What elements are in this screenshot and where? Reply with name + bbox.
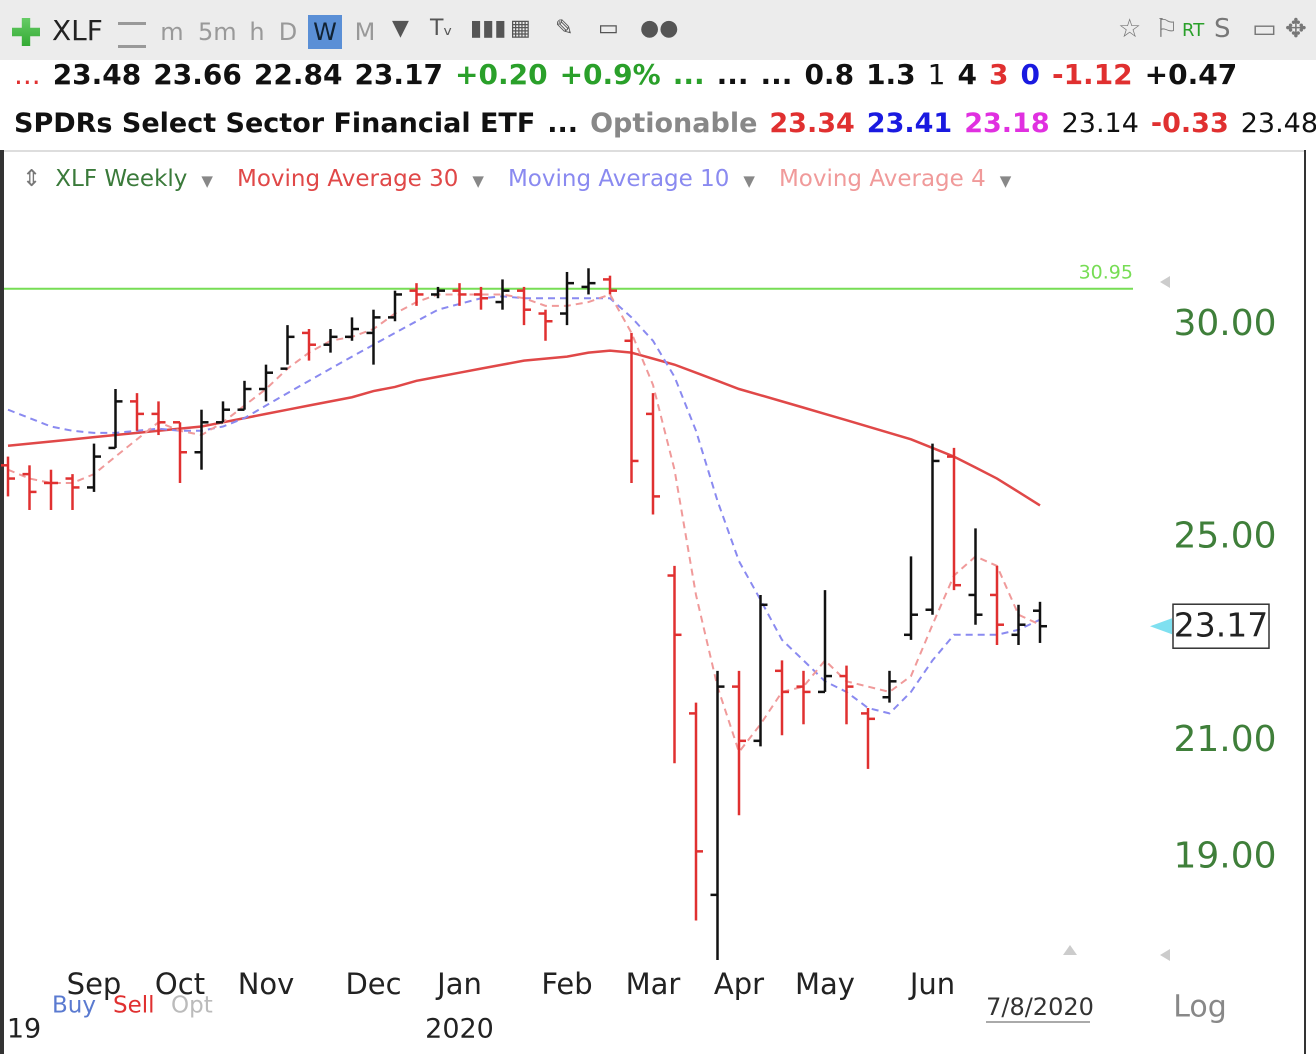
legend-entry[interactable]: XLF Weekly [55,166,188,192]
sell-button[interactable]: Sell [113,993,155,1019]
y-tick-label: 25.00 [1173,516,1276,557]
x-tick-label: Mar [626,967,681,1001]
toolbar-icon[interactable]: ▭ [1252,14,1277,44]
toolbar-icon[interactable]: ▮▮▮ [470,16,507,41]
legend-dropdown[interactable]: ▼ [999,172,1012,190]
y-tick-label: 19.00 [1173,835,1276,876]
x-tick-label: May [795,967,855,1001]
price-pointer [1150,618,1172,635]
toolbar-icon[interactable]: ▼ [392,16,409,41]
quote-field: 23.41 [866,108,953,139]
toolbar-icon[interactable]: ▭ [598,16,619,41]
toolbar-icon[interactable]: ●● [640,16,679,41]
x-tick-label: Feb [541,967,592,1001]
interval-button[interactable]: D [278,18,298,46]
x-tick-label: Jun [908,967,955,1001]
interval-button[interactable]: h [249,18,265,46]
quote-field: -0.33 [1150,108,1229,139]
moving-average-line [7,293,1041,755]
toolbar-icon[interactable]: ✥ [1285,14,1307,44]
y-tick-label: 21.00 [1173,719,1276,760]
legend-entry[interactable]: Moving Average 30 [236,166,459,192]
quote-field: 1.3 [866,58,916,91]
quote-field: 22.84 [253,58,343,91]
interval-button[interactable]: 5m [198,18,237,46]
right-border [1304,150,1316,1054]
price-box [1172,603,1270,649]
quote-field: 3 [988,58,1009,91]
toolbar-icon[interactable]: ▦ [510,16,531,41]
x-tick-label: Oct [155,967,205,1001]
legend-dropdown[interactable]: ▼ [743,172,755,190]
y-tick-label: 30.00 [1173,303,1276,344]
symbol[interactable]: XLF [52,14,103,47]
scale-label[interactable]: Log [1173,990,1227,1025]
quote-field: +0.9% [559,58,661,91]
x-tick-label: Dec [345,967,401,1001]
interval-button[interactable]: m [160,18,184,46]
legend-entry[interactable]: Moving Average 10 [507,166,730,192]
legend-dropdown[interactable]: ▼ [472,172,484,190]
legend-entry[interactable]: Moving Average 4 [778,166,986,192]
x-tick-label: Jan [435,967,482,1001]
x-tick-label: Sep [67,967,122,1001]
quote-line: ... 23.48 23.66 22.84 23.17 +0.20 +0.9%.......… [14,58,1237,91]
quote-field: SPDRs Select Sector Financial ETF [14,108,536,139]
quote-field: ... [14,58,41,91]
x-tick-label: Nov [238,967,295,1001]
quote-field: -1.12 [1051,58,1133,91]
quote-field: 23.18 [964,108,1050,139]
quote-field: 4 [957,58,977,91]
quote-field: 23.66 [153,58,242,91]
rt-icon[interactable]: RT [1182,20,1205,41]
quote-field: 23.48 [1240,108,1316,139]
quote-field: +0.20 [455,58,548,91]
interval-button[interactable]: M [354,18,376,46]
buy-button[interactable]: Buy [52,993,96,1019]
price-box-label: 23.17 [1174,606,1268,645]
left-border [0,150,4,1054]
quote-field: 23.17 [354,58,444,91]
quote-field: 0 [1020,58,1040,91]
footer-bg [4,990,234,1024]
quote-field: 23.14 [1061,108,1139,139]
list-icon[interactable] [118,22,146,48]
quote-field: Optionable [590,108,758,139]
scroll-arrows[interactable] [1063,276,1170,961]
date-label: 7/8/2020 [986,993,1094,1021]
legend-handle[interactable]: ⇕ [22,166,42,192]
interval-button[interactable]: W [308,15,342,49]
moving-average-line [7,349,1041,507]
legend-dropdown[interactable]: ▼ [201,172,213,190]
separator [0,150,1316,152]
quote-field: ... [760,58,793,91]
toolbar-icon[interactable]: ☆ [1118,14,1142,44]
quote-field: ... [672,58,705,91]
toolbar-items: XLF m 5m h D W M ▼ Tᵥ ▮▮▮ ▦ ✎ ▭ ●● RT ☆ ⚐ S ▭ ✥ [0,0,1316,60]
toolbar [0,0,1316,60]
quote-field: 0.8 [804,58,855,91]
moving-average-line [7,295,1041,715]
opt-button[interactable]: Opt [171,993,213,1019]
quote-field: 1 [927,58,946,91]
toolbar-icon[interactable]: ✎ [555,16,574,41]
info-line: SPDRs Select Sector Financial ETF... Opti… [14,108,1316,139]
toolbar-icon[interactable]: ⚐ [1155,14,1179,44]
legend: ⇕ XLF Weekly ▼ Moving Average 30 ▼ Moving Ave… [22,166,1021,192]
quote-field: +0.47 [1144,58,1238,91]
year-label: 19 [7,1014,41,1045]
quote-field: 23.48 [52,58,142,91]
quote-field: 23.34 [769,108,855,139]
x-tick-label: Apr [714,967,764,1001]
level-label: 30.95 [1079,261,1133,283]
quote-field: ... [716,58,749,91]
quote-field: ... [547,108,579,139]
toolbar-icon[interactable]: Tᵥ [430,16,453,41]
year-label: 2020 [425,1014,494,1045]
toolbar-icon[interactable]: S [1214,14,1231,44]
